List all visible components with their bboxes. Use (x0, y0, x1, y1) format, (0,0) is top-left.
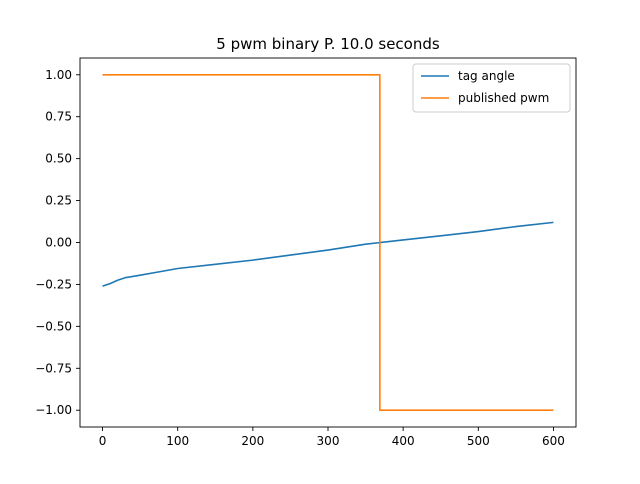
x-tick-label: 100 (166, 434, 189, 448)
x-tick-label: 200 (241, 434, 264, 448)
y-tick-label: −0.50 (35, 319, 72, 333)
y-tick-label: −0.25 (35, 277, 72, 291)
x-tick-label: 500 (467, 434, 490, 448)
x-tick-label: 400 (392, 434, 415, 448)
y-tick-label: 0.50 (45, 152, 72, 166)
legend-label: tag angle (458, 69, 515, 83)
y-tick-label: 1.00 (45, 68, 72, 82)
x-tick-label: 300 (317, 434, 340, 448)
y-tick-label: 0.25 (45, 194, 72, 208)
y-tick-label: −1.00 (35, 403, 72, 417)
y-tick-label: 0.00 (45, 236, 72, 250)
plot-area (102, 73, 554, 412)
axes-frame (79, 57, 577, 428)
chart-title: 5 pwm binary P. 10.0 seconds (216, 35, 440, 53)
legend: tag angle published pwm (412, 63, 571, 113)
legend-label: published pwm (458, 91, 549, 105)
y-tick-label: 0.75 (45, 110, 72, 124)
y-tick-label: −0.75 (35, 361, 72, 375)
series-line-published-pwm (102, 73, 554, 412)
x-tick-label: 600 (542, 434, 565, 448)
series-line-tag-angle (102, 221, 554, 287)
x-tick-label: 0 (99, 434, 107, 448)
legend-box (412, 63, 571, 113)
axes: 0 100 200 300 400 500 600 1.00 0.75 0.50 0.25 0.00 −… (35, 57, 577, 448)
